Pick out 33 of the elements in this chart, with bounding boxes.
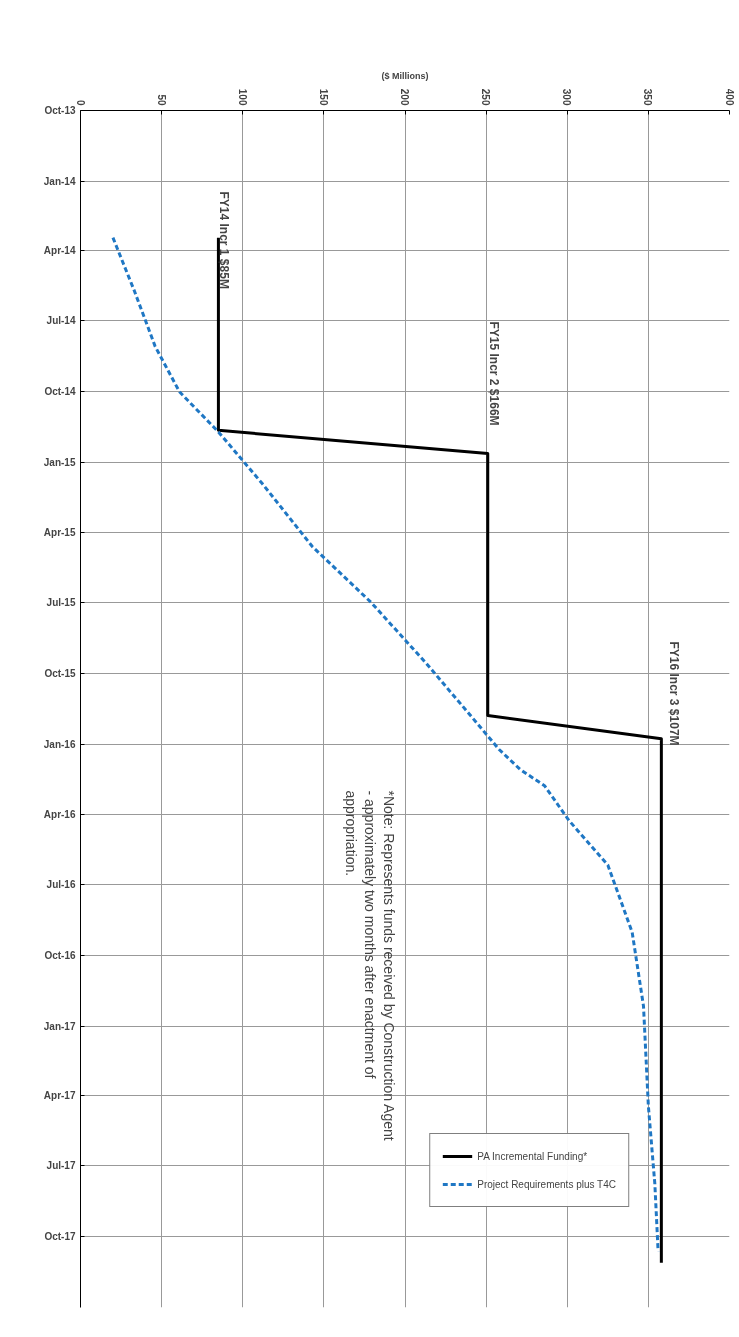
y-tick-label: Jul-15 [46,596,76,608]
y-tick-label: Jan-14 [43,175,76,187]
x-tick-label: 200 [399,88,410,106]
y-tick-label: Apr-15 [43,526,76,538]
y-tick-label: Jul-17 [46,1160,76,1172]
x-tick-label: 0 [74,99,86,106]
y-tick-label: Oct-13 [44,105,76,116]
y-tick-label: Oct-17 [44,1231,76,1243]
y-tick-label: Apr-16 [43,808,76,820]
legend-label: Project Requirements plus T4C [477,1178,616,1190]
y-tick-label: Apr-17 [43,1090,76,1102]
x-tick-label: 250 [480,88,492,106]
y-tick-label: Oct-15 [44,667,76,679]
annotation: FY15 Incr 2 $166M [486,321,501,426]
y-tick-label: Oct-14 [44,386,76,398]
x-tick-label: 100 [236,88,248,106]
y-axis-title: ($ Millions) [381,70,429,81]
annotation: *Note: Represents funds received by Construction Agent - approximately two months after enactment of appropriation. [342,790,397,1141]
x-tick-label: 350 [642,88,654,106]
annotation: FY14 Incr 1 $85M [216,191,231,289]
x-tick-label: 300 [561,88,573,106]
y-tick-label: Oct-16 [44,949,76,961]
x-tick-label: 400 [723,88,735,106]
x-tick-label: 50 [155,94,167,106]
y-tick-label: Jul-14 [46,315,76,327]
y-tick-label: Jul-16 [46,878,76,890]
annotation: FY16 Incr 3 $107M [666,641,681,746]
y-tick-label: Apr-14 [43,245,76,257]
legend-label: PA Incremental Funding* [477,1150,588,1162]
y-tick-label: Jan-16 [43,738,76,750]
x-tick-label: 150 [317,88,329,106]
y-tick-label: Jan-17 [43,1020,76,1032]
y-tick-label: Jan-15 [43,457,76,469]
